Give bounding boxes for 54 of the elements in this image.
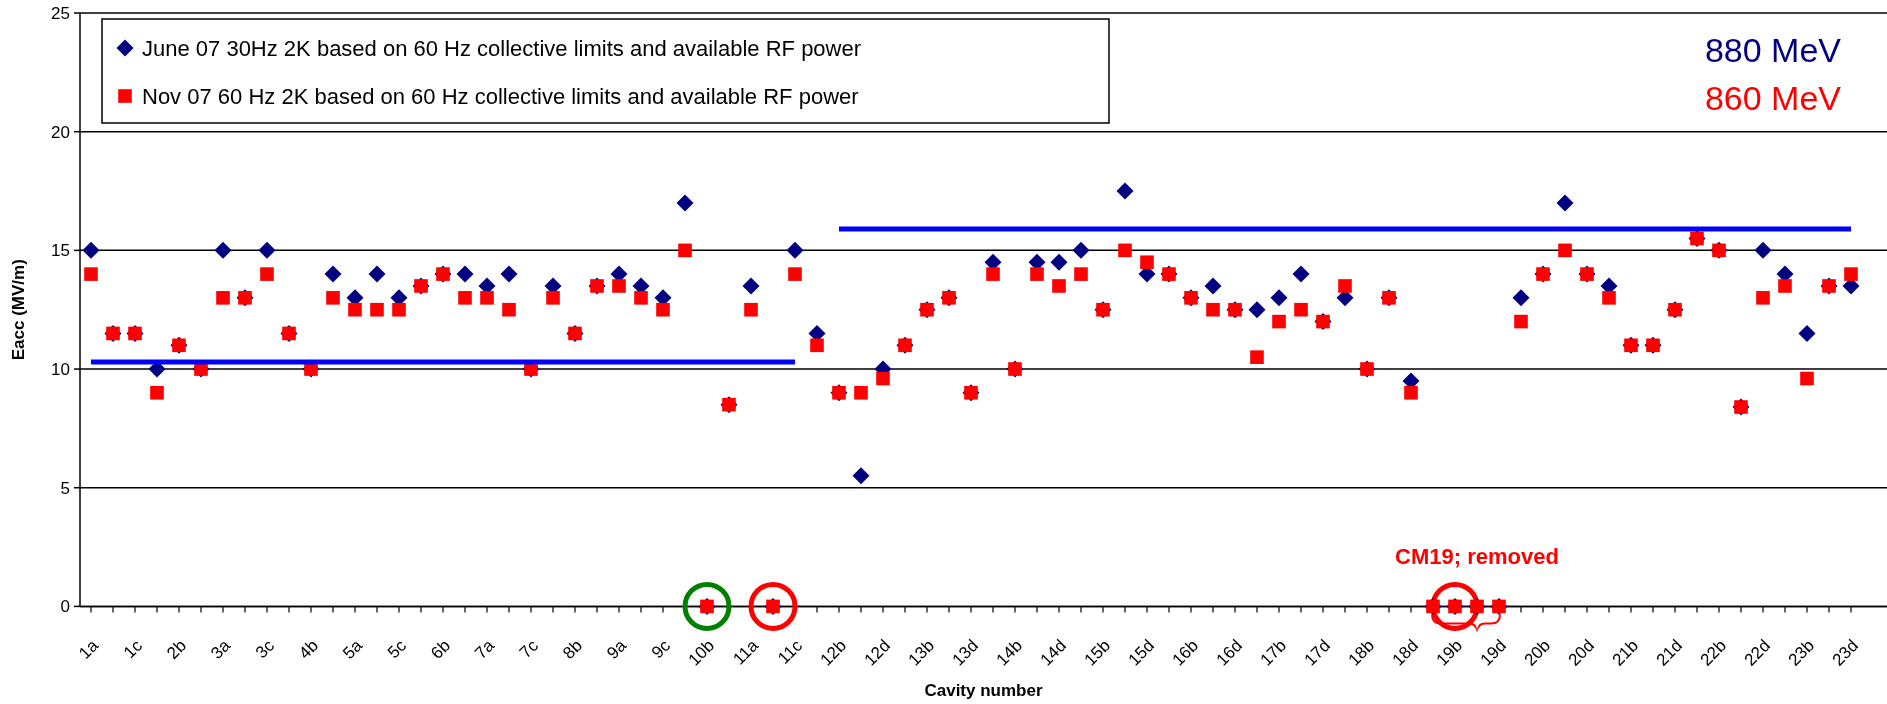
x-tick-label: 12d: [860, 636, 895, 670]
x-tick-label: 1a: [75, 635, 103, 663]
x-tick-label: 23d: [1828, 636, 1863, 670]
x-tick-label: 22b: [1696, 636, 1731, 670]
x-tick-label: 18b: [1344, 636, 1379, 670]
y-tick-label: 5: [60, 478, 70, 498]
x-tick-label: 21d: [1652, 636, 1687, 670]
x-tick-label: 19d: [1476, 636, 1511, 670]
x-tick-label: 10b: [684, 636, 719, 670]
x-tick-label: 21b: [1608, 636, 1643, 670]
x-tick-label: 11a: [729, 635, 763, 669]
x-tick-label: 13d: [948, 636, 983, 670]
x-tick-label: 17b: [1256, 636, 1291, 670]
x-tick-label: 3a: [207, 635, 235, 663]
x-tick-label: 19b: [1432, 636, 1467, 670]
x-tick-label: 20b: [1520, 636, 1555, 670]
x-tick-label: 14b: [992, 636, 1027, 670]
y-tick-label: 0: [60, 597, 70, 617]
y-tick-label: 25: [51, 3, 70, 23]
x-tick-label: 15b: [1080, 636, 1115, 670]
x-tick-label: 5c: [383, 635, 411, 663]
x-tick-label: 4b: [295, 636, 323, 663]
x-tick-label: 18d: [1388, 636, 1423, 670]
x-tick-label: 23b: [1784, 636, 1819, 670]
annotation: 860 MeV: [1704, 79, 1842, 117]
x-tick-label: 14d: [1036, 636, 1071, 670]
x-tick-label: 20d: [1564, 636, 1599, 670]
x-tick-label: 12b: [816, 636, 851, 670]
x-tick-label: 22d: [1740, 636, 1775, 670]
y-tick-label: 10: [51, 359, 70, 379]
x-axis-title: Cavity number: [924, 681, 1043, 700]
annotation: 880 MeV: [1704, 31, 1842, 69]
x-tick-label: 9a: [603, 635, 631, 663]
x-tick-label: 8b: [559, 636, 587, 663]
x-tick-label: 3c: [251, 635, 279, 663]
legend-label: Nov 07 60 Hz 2K based on 60 Hz collective limits and available RF power: [142, 84, 859, 109]
y-tick-label: 20: [51, 122, 70, 142]
x-tick-label: 7a: [471, 635, 499, 663]
x-tick-label: 6b: [427, 636, 455, 663]
x-tick-label: 16b: [1168, 636, 1203, 670]
x-tick-label: 13b: [904, 636, 939, 670]
x-tick-label: 17d: [1300, 636, 1335, 670]
legend-label: June 07 30Hz 2K based on 60 Hz collective limits and available RF power: [142, 36, 862, 61]
y-tick-label: 15: [51, 241, 70, 261]
x-tick-label: 2b: [163, 636, 191, 663]
x-tick-label: 15d: [1124, 636, 1159, 670]
x-tick-label: 9c: [647, 635, 675, 663]
x-tick-label: 1c: [119, 635, 147, 663]
y-axis-title: Eacc (MV/m): [9, 259, 28, 361]
x-tick-label: 5a: [339, 635, 367, 663]
x-tick-label: 16d: [1212, 636, 1247, 670]
annotation: CM19; removed: [1395, 544, 1559, 570]
x-tick-label: 11c: [774, 635, 807, 668]
x-tick-label: 7c: [515, 635, 543, 663]
